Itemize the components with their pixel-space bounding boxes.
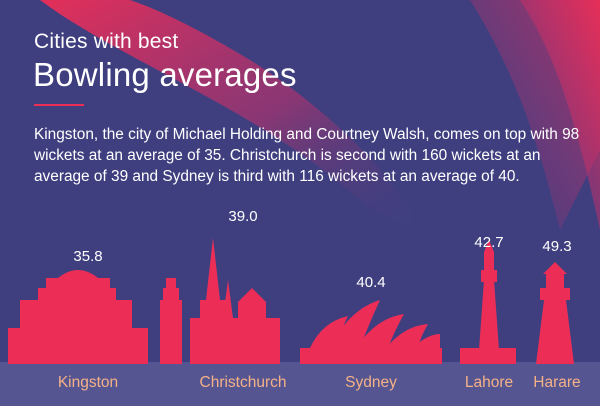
city-label: Lahore	[464, 374, 514, 391]
title-underline	[34, 104, 84, 106]
value-label: 42.7	[474, 234, 504, 251]
chart-subtitle: Cities with best	[34, 30, 179, 53]
value-label: 39.0	[228, 208, 258, 225]
harare-lighthouse-icon	[536, 262, 574, 364]
chart-title: Bowling averages	[33, 56, 297, 93]
value-label: 35.8	[73, 248, 103, 265]
city-label: Sydney	[345, 374, 397, 391]
value-label: 49.3	[542, 238, 572, 255]
christchurch-cathedral-icon	[190, 238, 280, 364]
city-label: Kingston	[57, 374, 119, 391]
city-label: Harare	[533, 374, 581, 391]
city-label: Christchurch	[199, 374, 287, 391]
chart-description: Kingston, the city of Michael Holding an…	[34, 126, 580, 185]
value-label: 40.4	[356, 274, 386, 291]
kingston-building-icon	[8, 270, 182, 364]
city-label-band	[0, 362, 600, 406]
sydney-opera-house-icon	[300, 300, 442, 364]
minar-e-pakistan-icon	[460, 240, 516, 364]
